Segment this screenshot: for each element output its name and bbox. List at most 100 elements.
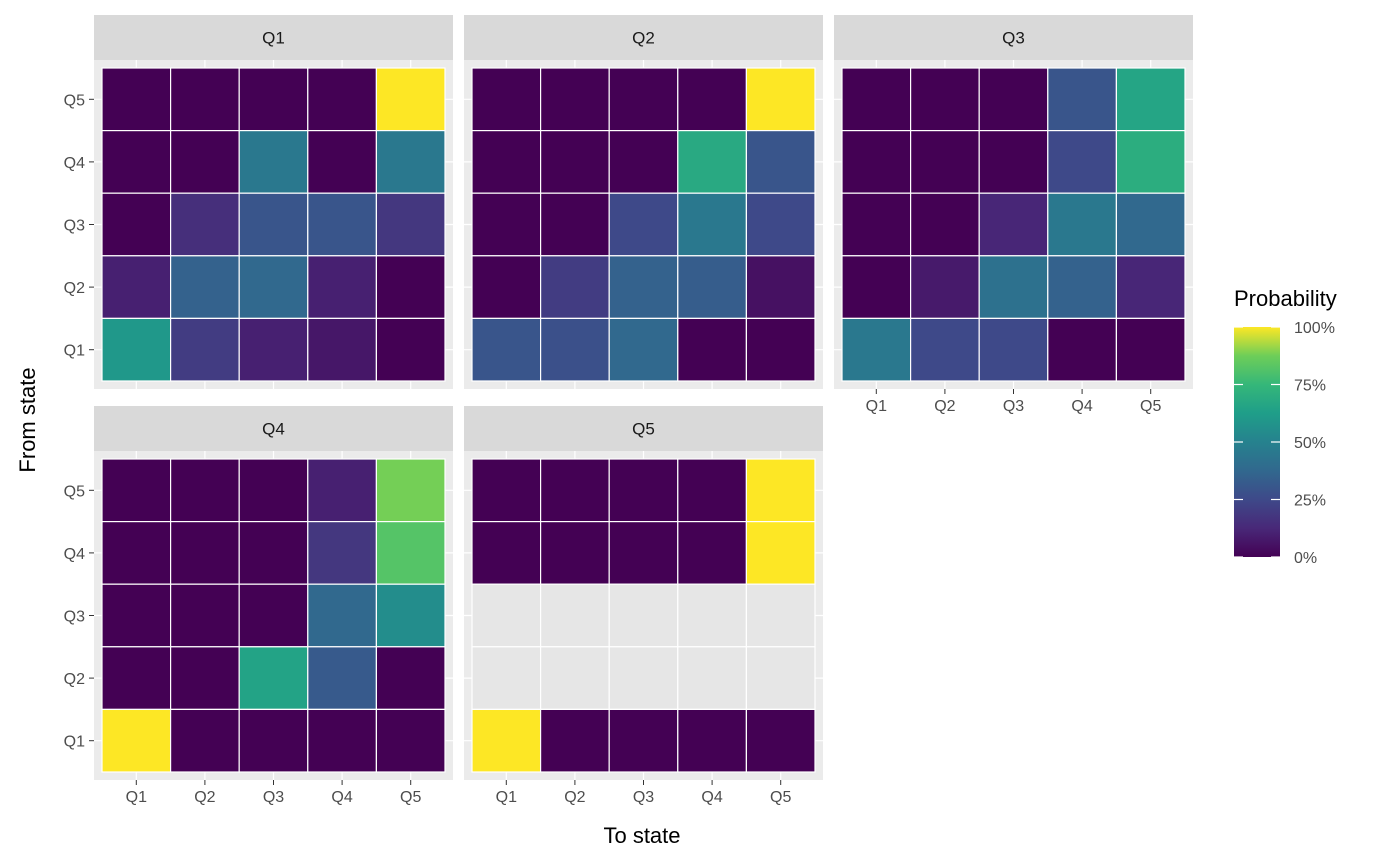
heatmap-cell-q2-from-q4-to-q5: [745, 130, 816, 194]
heatmap-cell-q5-from-q5-to-q4: [677, 458, 747, 523]
x-tick-label: Q2: [564, 789, 585, 806]
heatmap-cell-q4-from-q4-to-q5: [375, 520, 446, 585]
x-tick-label: Q1: [496, 789, 517, 806]
heatmap-cell-q1-from-q3-to-q4: [307, 192, 377, 257]
x-tick-label: Q3: [1003, 398, 1024, 415]
heatmap-cell-q5-from-q2-to-q4: [677, 646, 747, 710]
heatmap-cell-q2-from-q4-to-q3: [608, 130, 679, 194]
facet-strip: [464, 15, 823, 60]
x-tick-label: Q5: [400, 789, 421, 806]
heatmap-cell-q1-from-q3-to-q3: [238, 192, 309, 257]
heatmap-cell-q1-from-q5-to-q5: [375, 67, 446, 132]
heatmap-cell-q1-from-q4-to-q2: [170, 130, 240, 194]
y-tick-label: Q1: [64, 343, 85, 360]
heatmap-cell-q4-from-q1-to-q1: [101, 708, 172, 773]
heatmap-cell-q1-from-q2-to-q4: [307, 255, 377, 320]
facet-strip-label: Q4: [262, 420, 285, 439]
heatmap-cell-q5-from-q3-to-q3: [608, 583, 679, 648]
y-tick-label: Q5: [64, 483, 85, 500]
heatmap-cell-q1-from-q3-to-q5: [375, 192, 446, 257]
legend-label: 25%: [1294, 493, 1326, 510]
facet-panel-q3: Q3 Q1 Q2 Q3 Q4 Q5: [834, 15, 1193, 415]
heatmap-cell-q1-from-q1-to-q1: [101, 317, 172, 382]
heatmap-cell-q3-from-q3-to-q4: [1047, 192, 1118, 257]
heatmap-cell-q4-from-q2-to-q5: [375, 646, 446, 710]
legend-title: Probability: [1234, 286, 1337, 311]
heatmap-cell-q1-from-q2-to-q1: [101, 255, 172, 320]
heatmap-cell-q2-from-q5-to-q5: [745, 67, 816, 132]
y-tick-label: Q1: [64, 734, 85, 751]
heatmap-cell-q1-from-q5-to-q2: [170, 67, 240, 132]
heatmap-cell-q5-from-q1-to-q1: [471, 708, 542, 773]
facet-strip: [94, 15, 453, 60]
heatmap-cell-q2-from-q5-to-q4: [677, 67, 747, 132]
facet-panel-q2: Q2: [464, 15, 823, 389]
heatmap-cell-q4-from-q4-to-q1: [101, 520, 172, 585]
heatmap-cell-q5-from-q3-to-q4: [677, 583, 747, 648]
y-tick-label: Q5: [64, 92, 85, 109]
heatmap-cell-q5-from-q4-to-q5: [745, 520, 816, 585]
x-tick-label: Q3: [263, 789, 284, 806]
heatmap-cell-q1-from-q2-to-q3: [238, 255, 309, 320]
legend-label: 75%: [1294, 378, 1326, 395]
heatmap-cell-q4-from-q5-to-q3: [238, 458, 309, 523]
heatmap-cell-q3-from-q3-to-q1: [841, 192, 912, 257]
facet-strip-label: Q5: [632, 420, 655, 439]
legend-label: 100%: [1294, 320, 1335, 337]
heatmap-cell-q2-from-q3-to-q4: [677, 192, 747, 257]
heatmap-cell-q5-from-q4-to-q2: [539, 520, 610, 585]
facet-strip: [834, 15, 1193, 60]
heatmap-cell-q3-from-q4-to-q5: [1115, 130, 1186, 194]
legend: Probability 0% 25% 50% 75% 100%: [1234, 286, 1337, 567]
heatmap-cell-q5-from-q2-to-q1: [471, 646, 542, 710]
heatmap-cell-q1-from-q5-to-q1: [101, 67, 172, 132]
heatmap-cell-q5-from-q4-to-q4: [677, 520, 747, 585]
heatmap-cell-q4-from-q2-to-q3: [238, 646, 309, 710]
legend-label: 50%: [1294, 435, 1326, 452]
x-tick-label: Q4: [701, 789, 722, 806]
heatmap-cell-q5-from-q3-to-q1: [471, 583, 542, 648]
heatmap-cell-q4-from-q4-to-q3: [238, 520, 309, 585]
heatmap-cell-q4-from-q5-to-q1: [101, 458, 172, 523]
heatmap-cell-q2-from-q2-to-q5: [745, 255, 816, 320]
heatmap-cell-q4-from-q5-to-q5: [375, 458, 446, 523]
facet-strip-label: Q2: [632, 29, 655, 48]
x-tick-label: Q3: [633, 789, 654, 806]
heatmap-cell-q5-from-q1-to-q2: [539, 708, 610, 773]
heatmap-cell-q1-from-q2-to-q5: [375, 255, 446, 320]
heatmap-cell-q4-from-q5-to-q4: [307, 458, 377, 523]
heatmap-cell-q3-from-q2-to-q3: [978, 255, 1049, 320]
heatmap-cell-q1-from-q3-to-q2: [170, 192, 240, 257]
heatmap-cell-q5-from-q2-to-q5: [745, 646, 816, 710]
heatmap-cell-q5-from-q1-to-q4: [677, 708, 747, 773]
heatmap-cell-q1-from-q1-to-q5: [375, 317, 446, 382]
heatmap-cell-q3-from-q1-to-q4: [1047, 317, 1118, 382]
heatmap-cell-q4-from-q3-to-q2: [170, 583, 240, 648]
facet-panel-q4: Q4 Q5 Q4 Q3 Q2 Q1 Q1 Q2 Q3 Q4 Q5: [64, 406, 453, 806]
x-tick-label: Q2: [194, 789, 215, 806]
heatmap-cell-q3-from-q4-to-q1: [841, 130, 912, 194]
heatmap-cell-q3-from-q2-to-q5: [1115, 255, 1186, 320]
heatmap-cell-q2-from-q5-to-q2: [539, 67, 610, 132]
heatmap-cell-q4-from-q1-to-q3: [238, 708, 309, 773]
heatmap-cell-q5-from-q5-to-q2: [539, 458, 610, 523]
heatmap-cell-q1-from-q1-to-q2: [170, 317, 240, 382]
heatmap-cell-q3-from-q3-to-q5: [1115, 192, 1186, 257]
heatmap-cell-q1-from-q3-to-q1: [101, 192, 172, 257]
heatmap-cell-q2-from-q2-to-q2: [539, 255, 610, 320]
heatmap-cell-q4-from-q1-to-q4: [307, 708, 377, 773]
y-tick-label: Q3: [64, 609, 85, 626]
heatmap-cell-q4-from-q3-to-q5: [375, 583, 446, 648]
x-tick-label: Q4: [1071, 398, 1092, 415]
x-tick-label: Q1: [866, 398, 887, 415]
heatmap-cell-q1-from-q1-to-q3: [238, 317, 309, 382]
heatmap-cell-q3-from-q5-to-q2: [909, 67, 980, 132]
heatmap-cell-q4-from-q4-to-q2: [170, 520, 240, 585]
heatmap-cell-q3-from-q4-to-q3: [978, 130, 1049, 194]
heatmap-cell-q2-from-q5-to-q3: [608, 67, 679, 132]
y-tick-label: Q4: [64, 155, 85, 172]
heatmap-cell-q2-from-q3-to-q1: [471, 192, 542, 257]
heatmap-cell-q2-from-q1-to-q4: [677, 317, 747, 382]
heatmap-cell-q4-from-q1-to-q5: [375, 708, 446, 773]
